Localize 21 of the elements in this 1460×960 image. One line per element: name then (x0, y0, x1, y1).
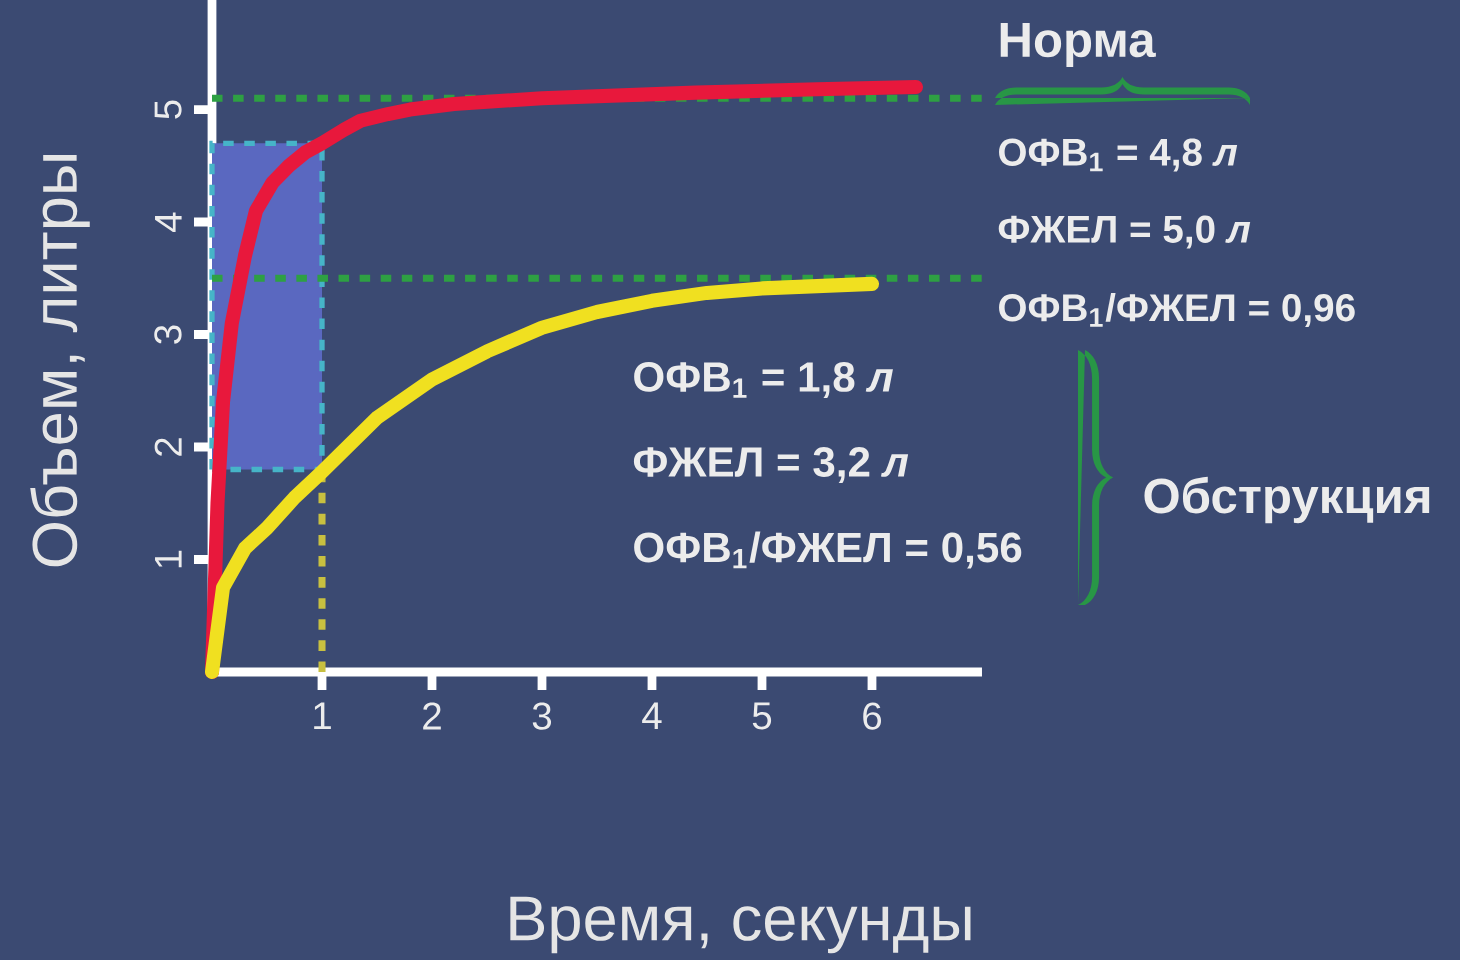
x-tick-label: 4 (642, 702, 662, 730)
text: ОФВ$_{1}$/ФЖЕЛ = 0,96 (999, 293, 1355, 328)
text: ОФВ$_{1}$ = 4,8 л (999, 138, 1238, 172)
annotation: ФЖЕЛ = 3,2 л (633, 447, 909, 483)
text: ФЖЕЛ = 5,0 л (998, 215, 1251, 249)
y-tick-label: 3 (154, 325, 182, 344)
y-axis-title: Объем, литры (30, 155, 90, 567)
x-tick-label: 3 (532, 702, 552, 730)
text: Обструкция (1144, 476, 1430, 524)
x-tick-label: 5 (752, 702, 772, 730)
y-tick-label: 2 (154, 438, 182, 456)
x-tick-label: 1 (314, 702, 331, 730)
x-tick-label: 2 (423, 702, 441, 730)
y-tick-label: 1 (155, 550, 182, 568)
annotation: ОФВ$_{1}$/ФЖЕЛ = 0,56 (634, 531, 1022, 569)
y-tick-label: 5 (154, 100, 182, 119)
x-tick-label: 6 (863, 702, 882, 730)
annotation: ОФВ$_{1}$ = 1,8 л (634, 362, 893, 398)
y-tick-label: 4 (155, 212, 182, 232)
x-axis-title: Время, секунды (510, 896, 971, 954)
text: Норма (1000, 22, 1156, 68)
